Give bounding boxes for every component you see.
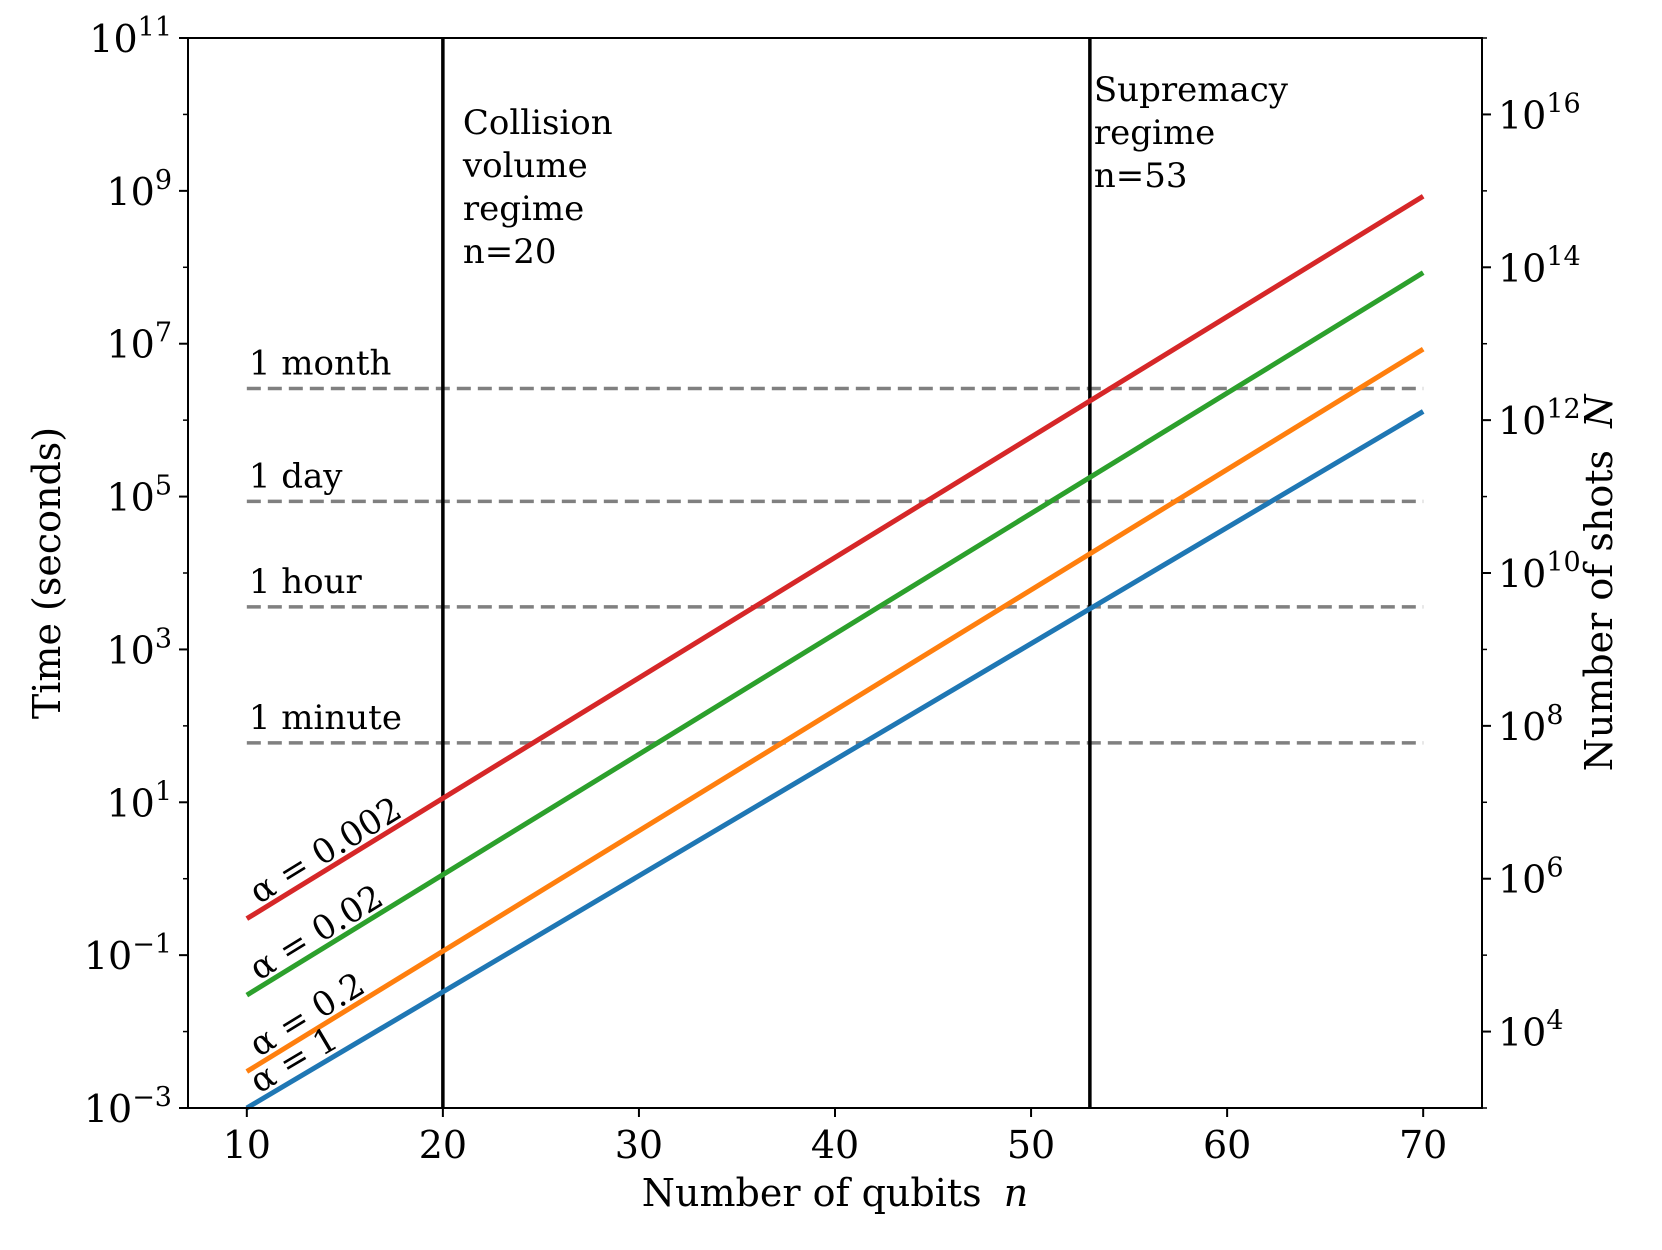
y2-tick-label: 1010 <box>1498 547 1581 596</box>
y-tick-exp: 7 <box>155 318 172 349</box>
y2-axis-title-var: N <box>1577 393 1621 429</box>
y2-tick-exp: 14 <box>1546 241 1580 272</box>
y-tick-label: 10−3 <box>84 1082 172 1131</box>
reference-line-label: 1 hour <box>249 562 363 602</box>
x-tick-label: 40 <box>811 1123 859 1167</box>
y2-tick-base: 10 <box>1498 705 1546 749</box>
y-tick-label: 109 <box>106 165 172 214</box>
y2-tick-base: 10 <box>1498 858 1546 902</box>
y-tick-base: 10 <box>106 476 154 520</box>
y2-tick-label: 1014 <box>1498 241 1581 290</box>
y2-tick-base: 10 <box>1498 552 1546 596</box>
y2-tick-label: 106 <box>1498 853 1564 902</box>
y-tick-base: 10 <box>106 781 154 825</box>
x-tick-label: 50 <box>1007 1123 1055 1167</box>
y-tick-label: 10−1 <box>84 929 172 978</box>
y2-tick-label: 1012 <box>1498 394 1581 443</box>
y2-tick-exp: 16 <box>1546 88 1580 119</box>
y2-tick-base: 10 <box>1498 399 1546 443</box>
reference-line-label: 1 day <box>249 456 343 496</box>
y2-tick-exp: 8 <box>1546 700 1563 731</box>
x-axis-title-text: Number of qubits <box>642 1171 982 1215</box>
regime-label-line: n=20 <box>463 232 557 272</box>
y-tick-exp: 11 <box>138 12 172 43</box>
y-tick-base: 10 <box>106 170 154 214</box>
y2-tick-exp: 4 <box>1546 1006 1563 1037</box>
y2-axis-title-text: Number of shots <box>1577 450 1621 771</box>
x-tick-label: 70 <box>1399 1123 1447 1167</box>
x-axis-ticks: 10 20 30 40 50 60 70 <box>223 1108 1447 1167</box>
series-lines <box>245 194 1425 1111</box>
regime-label-line: Supremacy <box>1094 70 1289 110</box>
regime-lines <box>441 38 1092 1108</box>
y2-tick-base: 10 <box>1498 1011 1546 1055</box>
y2-axis-title: Number of shots N <box>1577 393 1621 772</box>
regime-label-line: regime <box>1094 113 1215 153</box>
y-tick-base: 10 <box>89 17 137 61</box>
series-line <box>245 346 1425 1074</box>
y-tick-label: 107 <box>106 318 172 367</box>
x-tick-label: 60 <box>1203 1123 1251 1167</box>
reference-line-label: 1 month <box>249 344 392 384</box>
y2-tick-exp: 10 <box>1546 547 1580 578</box>
y-tick-label: 1011 <box>89 12 172 61</box>
y-tick-exp: −1 <box>132 929 172 960</box>
series-label: α = 0.002 <box>243 789 409 912</box>
regime-label-line: volume <box>462 146 588 186</box>
y-tick-base: 10 <box>84 1087 132 1131</box>
x-tick-label: 30 <box>615 1123 663 1167</box>
y-tick-exp: 1 <box>155 776 172 807</box>
regime-label-line: regime <box>463 189 584 229</box>
y2-tick-label: 1016 <box>1498 88 1581 137</box>
y2-tick-exp: 6 <box>1546 853 1563 884</box>
y-tick-label: 101 <box>106 776 172 825</box>
reference-lines: 1 minute 1 hour 1 day 1 month <box>246 344 1424 745</box>
y2-tick-label: 104 <box>1498 1006 1564 1055</box>
series-line <box>245 194 1425 921</box>
x-tick-label: 10 <box>223 1123 271 1167</box>
y2-tick-exp: 12 <box>1546 394 1580 425</box>
y-tick-base: 10 <box>84 934 132 978</box>
y-axis-title: Time (seconds) <box>25 427 69 719</box>
y2-tick-base: 10 <box>1498 93 1546 137</box>
y-tick-label: 103 <box>106 623 172 672</box>
y-tick-exp: 3 <box>155 623 172 654</box>
y-tick-base: 10 <box>106 628 154 672</box>
y-tick-base: 10 <box>106 323 154 367</box>
y-tick-exp: −3 <box>132 1082 172 1113</box>
y-tick-exp: 5 <box>155 471 172 502</box>
series-line <box>245 409 1425 1111</box>
regime-label-line: n=53 <box>1094 156 1188 196</box>
y-tick-exp: 9 <box>155 165 172 196</box>
x-axis-title: Number of qubits n <box>642 1171 1028 1215</box>
plot-frame <box>187 37 1483 1109</box>
x-axis-title-var: n <box>1004 1171 1028 1215</box>
x-tick-label: 20 <box>419 1123 467 1167</box>
y2-tick-label: 108 <box>1498 700 1564 749</box>
y-tick-label: 105 <box>106 471 172 520</box>
series-line <box>245 270 1425 998</box>
reference-line-label: 1 minute <box>249 698 402 738</box>
y2-tick-base: 10 <box>1498 246 1546 290</box>
regime-label-line: Collision <box>463 103 613 143</box>
